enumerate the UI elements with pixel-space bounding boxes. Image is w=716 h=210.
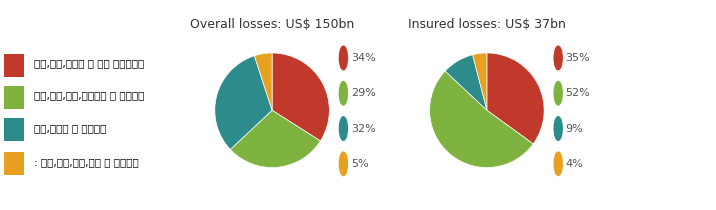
Wedge shape bbox=[487, 53, 544, 144]
Wedge shape bbox=[272, 53, 329, 141]
FancyBboxPatch shape bbox=[4, 152, 24, 175]
Circle shape bbox=[339, 46, 347, 70]
Text: 9%: 9% bbox=[566, 123, 584, 134]
FancyBboxPatch shape bbox=[4, 118, 24, 141]
Title: Overall losses: US$ 150bn: Overall losses: US$ 150bn bbox=[190, 18, 354, 30]
Text: 5%: 5% bbox=[351, 159, 369, 169]
FancyBboxPatch shape bbox=[4, 54, 24, 77]
Text: 34%: 34% bbox=[351, 53, 376, 63]
Text: 35%: 35% bbox=[566, 53, 590, 63]
Circle shape bbox=[554, 117, 562, 140]
Text: 32%: 32% bbox=[351, 123, 376, 134]
Text: 지진,화산,쓰나미 등 지구 물리적현상: 지진,화산,쓰나미 등 지구 물리적현상 bbox=[34, 58, 145, 68]
Text: : 폭염,결빙,산불,가뭄 등 기후현상: : 폭염,결빙,산불,가뭄 등 기후현상 bbox=[34, 157, 139, 167]
Wedge shape bbox=[215, 56, 272, 150]
Wedge shape bbox=[430, 71, 533, 168]
Text: 52%: 52% bbox=[566, 88, 591, 98]
Text: 태풍,폭풍,우박,토네이도 등 기상현상: 태풍,폭풍,우박,토네이도 등 기상현상 bbox=[34, 91, 145, 101]
Circle shape bbox=[554, 152, 562, 176]
Circle shape bbox=[554, 81, 562, 105]
Wedge shape bbox=[231, 110, 321, 168]
Circle shape bbox=[339, 152, 347, 176]
FancyBboxPatch shape bbox=[4, 86, 24, 109]
Wedge shape bbox=[473, 53, 487, 110]
Text: 4%: 4% bbox=[566, 159, 584, 169]
Wedge shape bbox=[254, 53, 272, 110]
Circle shape bbox=[339, 81, 347, 105]
Circle shape bbox=[554, 46, 562, 70]
Title: Insured losses: US$ 37bn: Insured losses: US$ 37bn bbox=[408, 18, 566, 30]
Wedge shape bbox=[445, 55, 487, 110]
Circle shape bbox=[339, 117, 347, 140]
Text: 29%: 29% bbox=[351, 88, 376, 98]
Text: 홍수,산사태 등 수문현상: 홍수,산사태 등 수문현상 bbox=[34, 123, 107, 133]
